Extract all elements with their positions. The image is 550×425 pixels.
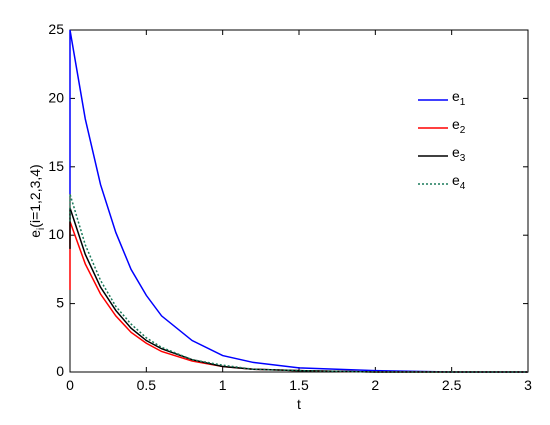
y-tick-label: 25 <box>48 21 64 37</box>
series-line <box>69 207 528 373</box>
y-tick-label: 10 <box>48 226 64 242</box>
plot-area <box>69 29 529 373</box>
x-tick-label: 0.5 <box>137 377 157 393</box>
y-tick-label: 5 <box>56 294 64 310</box>
y-axis-label: ei(i=1,2,3,4) <box>27 164 47 237</box>
y-tick-label: 0 <box>56 363 64 379</box>
series-line <box>69 29 528 373</box>
legend-label: e3 <box>452 144 466 164</box>
x-tick-label: 1.5 <box>289 377 309 393</box>
x-tick-label: 3 <box>524 377 532 393</box>
x-tick-label: 2 <box>371 377 379 393</box>
legend-label: e2 <box>452 116 466 136</box>
legend-label: e1 <box>452 88 466 108</box>
x-axis-label: t <box>297 396 301 412</box>
legend-label: e4 <box>452 172 466 192</box>
series-line <box>69 193 528 373</box>
x-tick-label: 2.5 <box>442 377 462 393</box>
y-tick-label: 15 <box>48 158 64 174</box>
x-tick-label: 1 <box>219 377 227 393</box>
y-tick-label: 20 <box>48 89 64 105</box>
x-tick-label: 0 <box>66 377 74 393</box>
